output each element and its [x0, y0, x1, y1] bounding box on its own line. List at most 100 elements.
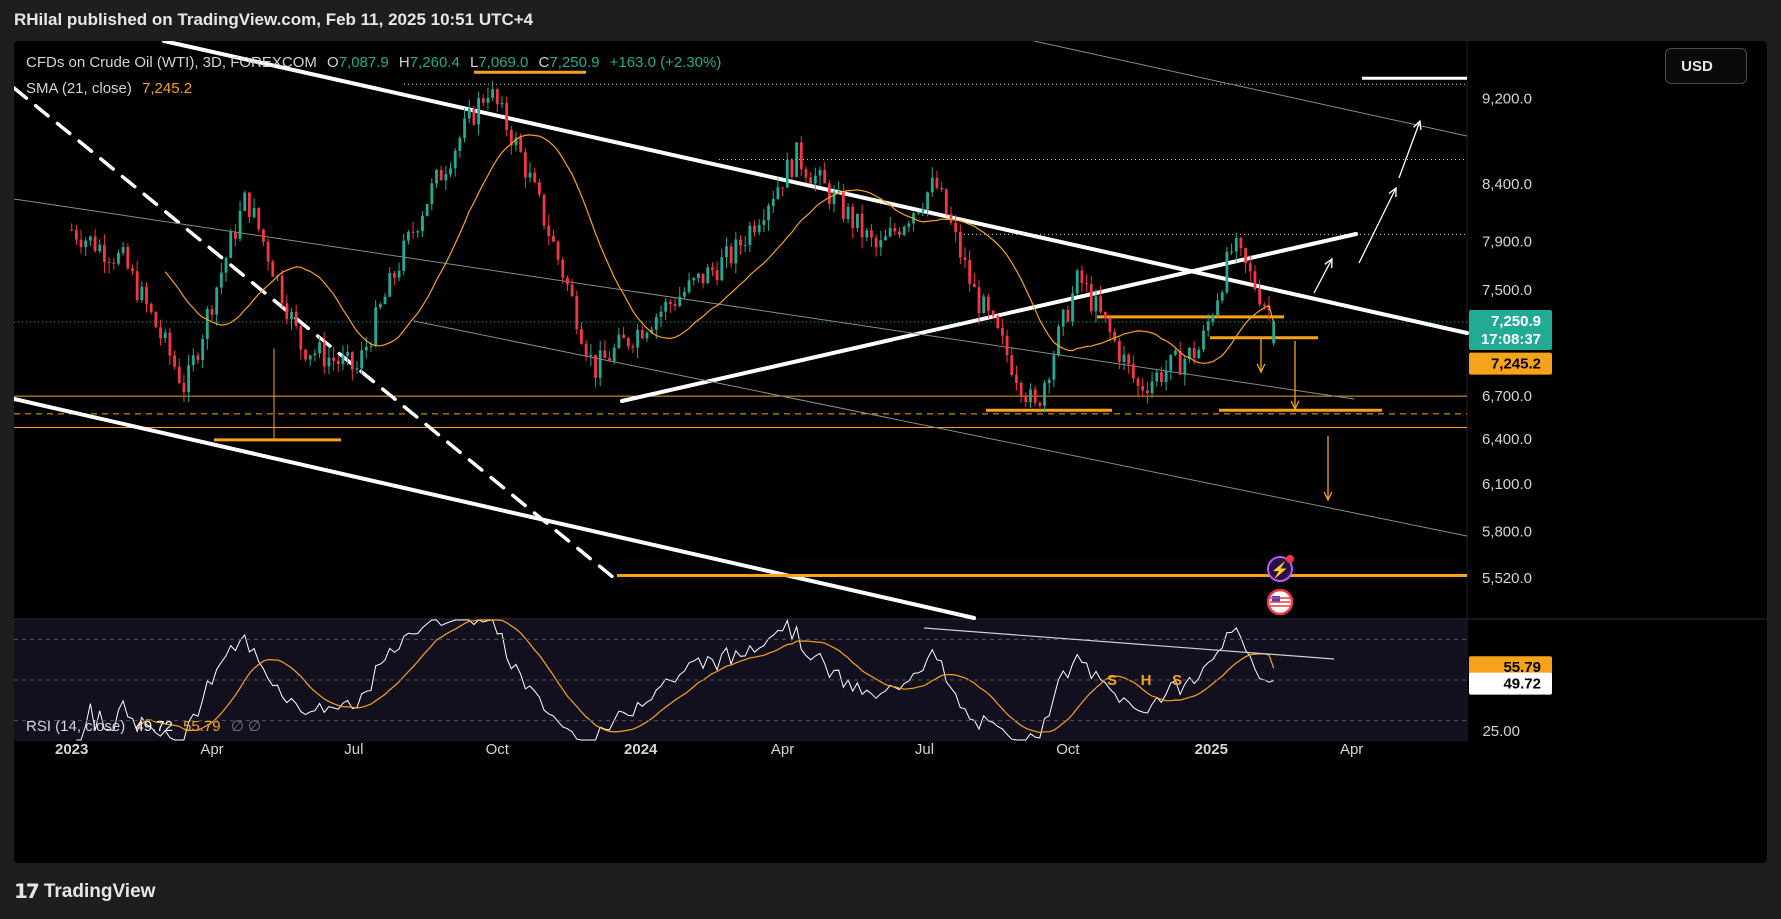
sma-legend[interactable]: SMA (21, close) 7,245.2 [26, 80, 192, 97]
tradingview-logo[interactable]: 𝟭𝟳 TradingView [14, 879, 155, 904]
candle-body [486, 97, 490, 103]
candle-body [439, 170, 443, 181]
candle-body [687, 280, 691, 292]
candle-body [589, 354, 593, 357]
candle-body [654, 317, 658, 330]
candle-body [1094, 296, 1098, 312]
candle-body [640, 329, 644, 339]
candle-body [528, 172, 532, 178]
candle-body [70, 229, 74, 231]
candle-body [1206, 321, 1210, 331]
candle-body [888, 227, 892, 237]
time-axis-tick: Jul [344, 741, 363, 758]
candle-body [636, 329, 640, 348]
candle-body [1258, 288, 1262, 305]
candle-body [986, 296, 990, 311]
candle-body [210, 309, 214, 315]
candle-body [154, 312, 158, 328]
candle-body [74, 229, 78, 240]
candle-body [963, 257, 967, 260]
candle-body [1136, 378, 1140, 386]
candle-body [809, 177, 813, 184]
candle-body [332, 357, 336, 361]
candle-body [734, 239, 738, 264]
candle-body [1085, 282, 1089, 285]
candle-body [523, 151, 527, 178]
candle-body [491, 89, 495, 98]
candle-body [893, 227, 897, 232]
candle-body [1248, 263, 1252, 272]
price-axis-tick: 6,700.0 [1482, 388, 1532, 405]
candle-body [795, 142, 799, 177]
target-arrow-3 [1398, 119, 1422, 179]
candle-body [350, 352, 354, 370]
candle-body [1061, 309, 1065, 327]
candle-body [537, 182, 541, 195]
candle-body [711, 267, 714, 271]
candle-body [1262, 304, 1266, 306]
candle-body [252, 207, 256, 218]
candle-body [916, 212, 920, 214]
candle-body [453, 150, 457, 169]
symbol-legend[interactable]: CFDs on Crude Oil (WTI), 3D, FOREXCOM O7… [26, 54, 721, 71]
candle-body [930, 177, 934, 193]
head-shoulders-label: S [1107, 672, 1117, 689]
sma-value: 7,245.2 [142, 80, 193, 97]
candle-body [107, 262, 111, 264]
chart-frame[interactable]: S H S 9,200.0 8,400.0 7,900.0 7,500.0 6,700.0 6,… [14, 41, 1767, 863]
currency-button[interactable]: USD [1665, 48, 1747, 84]
candle-body [935, 177, 939, 188]
candle-body [1216, 300, 1219, 316]
price-axis-tick: 5,800.0 [1482, 524, 1532, 541]
candle-body [757, 224, 761, 233]
price-chart[interactable]: S H S 9,200.0 8,400.0 7,900.0 7,500.0 6,700.0 6,… [14, 41, 1767, 863]
candle-body [776, 187, 780, 199]
candle-body [781, 187, 784, 189]
time-axis-tick: Oct [1056, 741, 1080, 758]
candle-body [117, 252, 120, 264]
candle-body [575, 296, 579, 330]
head-shoulders-label: S [1172, 672, 1182, 689]
candle-body [706, 267, 710, 284]
candle-body [813, 175, 817, 184]
candle-body [191, 355, 195, 366]
rsi-ma-tag-value: 55.79 [1503, 659, 1541, 676]
candle-body [542, 194, 546, 226]
candle-body [996, 315, 1000, 329]
candle-body [257, 207, 261, 230]
low-label: L [469, 54, 479, 71]
candle-body [248, 192, 251, 218]
candle-body [280, 275, 284, 304]
candle-body [1001, 328, 1004, 336]
current-price-tag: 7,250.917:08:37 [1469, 309, 1552, 350]
candle-body [360, 350, 364, 369]
candle-body [168, 332, 172, 356]
close-label: C [538, 54, 550, 71]
candle-body [879, 240, 883, 248]
target-arrow-2 [1358, 186, 1397, 264]
high-value: 7,260.4 [409, 54, 460, 71]
price-axis-tick: 6,100.0 [1482, 476, 1532, 493]
candle-body [841, 191, 845, 219]
candle-body [561, 259, 565, 278]
candle-body [374, 307, 378, 346]
candle-body [617, 334, 621, 348]
candle-body [397, 270, 401, 278]
candle-body [1272, 321, 1276, 344]
rsi-extra: ∅ ∅ [230, 718, 262, 735]
candle-body [570, 284, 574, 297]
open-label: O [327, 54, 339, 71]
candle-body [182, 382, 186, 393]
candle-body [1075, 270, 1079, 294]
candle-body [477, 98, 480, 125]
time-axis-tick: Apr [771, 741, 794, 758]
candle-body [327, 357, 331, 367]
candle-body [1174, 350, 1177, 355]
rsi-legend[interactable]: RSI (14, close) 49.72 55.79 ∅ ∅ [26, 717, 261, 735]
ascending-trendline [620, 232, 1358, 403]
candle-body [243, 192, 247, 211]
candle-body [383, 296, 387, 305]
candle-body [215, 287, 219, 315]
price-axis-tick: 7,900.0 [1482, 233, 1532, 250]
candles-group [70, 81, 1276, 413]
